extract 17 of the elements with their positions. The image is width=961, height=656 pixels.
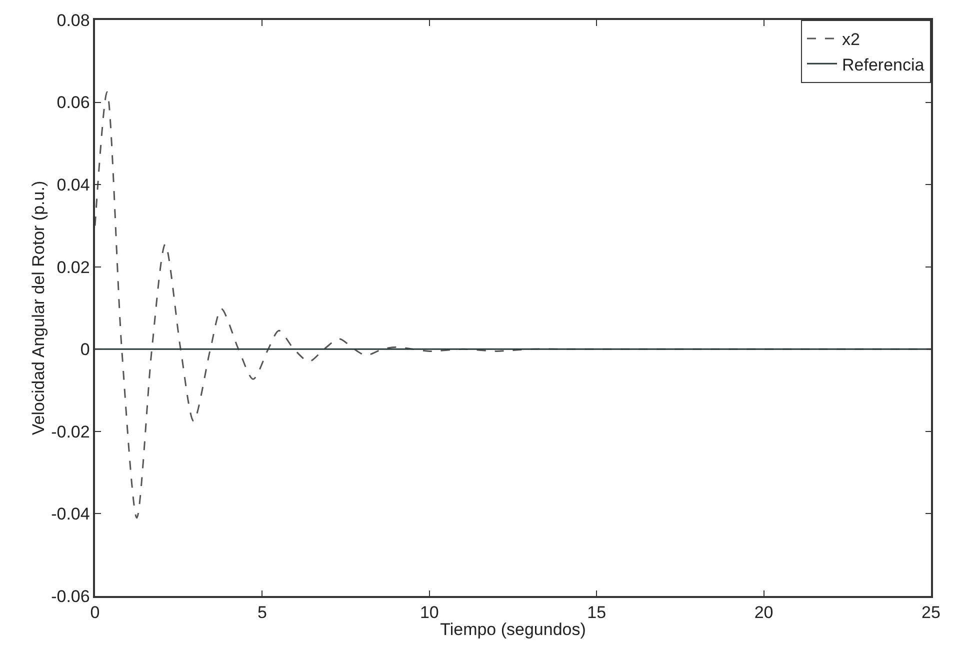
y-axis-title: Velocidad Angular del Rotor (p.u.) (29, 180, 48, 436)
y-tick-label: 0.02 (56, 258, 90, 277)
y-tick-label: 0.06 (56, 93, 90, 112)
legend-label: x2 (842, 30, 860, 50)
y-tick-label: -0.06 (51, 586, 90, 606)
y-tick-label: 0 (80, 340, 90, 360)
legend-label: Referencia (842, 55, 925, 74)
x-tick-label: 15 (587, 603, 606, 622)
x-axis-title: Tiempo (segundos) (440, 620, 586, 640)
y-tick-label: 0.04 (56, 176, 90, 195)
x-tick-label: 10 (420, 603, 439, 622)
x-tick-label: 5 (257, 603, 267, 622)
y-tick-label: -0.02 (51, 422, 90, 442)
y-tick-label: 0.08 (56, 10, 90, 30)
y-tick-label: -0.04 (51, 504, 90, 524)
x-tick-label: 25 (922, 603, 940, 622)
x-tick-label: 20 (754, 603, 774, 622)
